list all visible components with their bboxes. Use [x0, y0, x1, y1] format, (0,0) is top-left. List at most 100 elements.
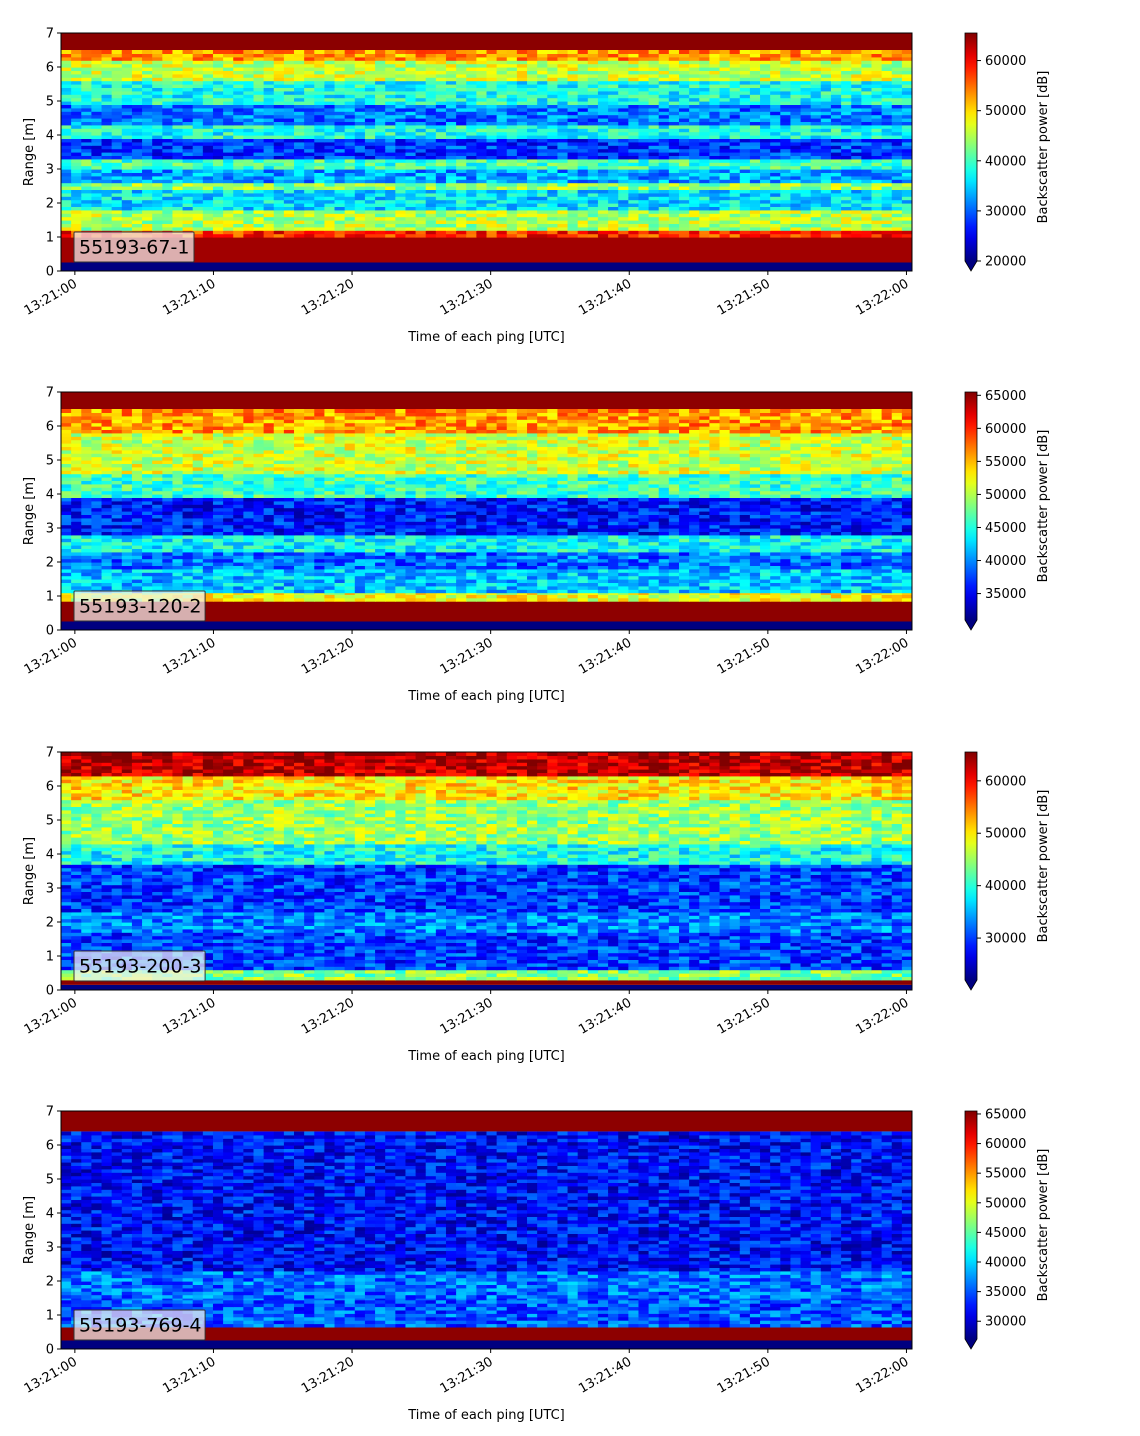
cell — [334, 152, 346, 156]
cell — [891, 209, 903, 214]
cell — [496, 80, 508, 85]
cell — [577, 56, 589, 61]
cell — [871, 206, 883, 211]
cell — [719, 87, 731, 92]
cell — [709, 182, 721, 187]
cell — [689, 80, 700, 85]
cell — [304, 158, 315, 163]
cell — [364, 592, 376, 595]
cell — [871, 56, 883, 61]
cell — [395, 223, 407, 228]
cell — [253, 128, 265, 133]
cell — [344, 56, 356, 61]
cell — [486, 206, 498, 211]
cell — [324, 165, 336, 170]
cell — [212, 77, 224, 82]
cell — [638, 90, 650, 95]
cell — [699, 226, 710, 231]
cell — [71, 84, 82, 88]
cell — [192, 189, 204, 194]
cell — [638, 216, 650, 221]
cell — [466, 97, 477, 102]
cell — [294, 118, 305, 122]
cell — [547, 87, 559, 92]
cell — [121, 213, 133, 218]
cell — [496, 182, 508, 187]
cell — [729, 216, 741, 221]
cell — [830, 145, 842, 150]
cell — [810, 175, 822, 180]
cell — [628, 141, 640, 146]
cell — [537, 50, 548, 54]
cell — [435, 141, 447, 146]
cell — [496, 175, 508, 180]
cell — [506, 107, 518, 112]
cell — [405, 67, 417, 71]
cell — [111, 121, 123, 126]
cell — [486, 56, 498, 61]
cell — [445, 70, 457, 75]
cell — [810, 50, 822, 54]
cell — [871, 63, 883, 68]
cell — [851, 206, 862, 211]
cell — [861, 138, 873, 143]
cell — [304, 56, 315, 61]
cell — [273, 230, 285, 235]
cell — [770, 56, 781, 61]
cell — [182, 199, 194, 204]
cell — [587, 592, 599, 595]
cell — [425, 56, 437, 61]
cell — [516, 104, 528, 109]
cell — [810, 152, 822, 156]
cell — [263, 70, 275, 75]
cell — [435, 594, 447, 599]
cell — [618, 223, 629, 228]
cell — [749, 230, 761, 235]
cell — [314, 230, 326, 235]
cell — [851, 209, 862, 214]
cell — [395, 73, 407, 78]
cell — [668, 592, 680, 595]
cell — [496, 196, 508, 201]
cell — [466, 230, 477, 235]
cell — [375, 73, 386, 78]
cell — [253, 172, 265, 177]
cell — [496, 84, 508, 88]
cell — [395, 84, 407, 88]
cell — [881, 152, 893, 156]
cell — [800, 594, 812, 599]
cell — [142, 124, 153, 129]
cell — [294, 175, 305, 180]
cell — [820, 199, 832, 204]
cell — [608, 53, 619, 58]
cell — [749, 169, 761, 173]
cell — [283, 196, 295, 201]
cell — [354, 162, 366, 167]
cell — [61, 230, 72, 235]
cell — [527, 189, 538, 194]
cell — [456, 209, 467, 214]
y-tick-label: 7 — [46, 27, 54, 42]
cell — [324, 97, 336, 102]
y-tick-label: 2 — [46, 197, 54, 212]
cell — [61, 148, 72, 153]
cell — [223, 158, 234, 163]
cell — [91, 220, 103, 224]
cell — [233, 63, 244, 68]
cell — [304, 63, 315, 68]
cell — [101, 124, 113, 129]
cell — [466, 135, 477, 139]
cell — [456, 196, 467, 201]
cell — [709, 213, 721, 218]
cell — [415, 135, 427, 139]
cell — [364, 50, 376, 54]
cell — [273, 56, 285, 61]
cell — [830, 87, 842, 92]
cell — [760, 155, 771, 160]
cell — [891, 80, 903, 85]
cell — [283, 118, 295, 122]
cell — [152, 145, 163, 150]
cell — [567, 101, 579, 105]
cell — [172, 94, 184, 99]
cell — [304, 121, 315, 126]
